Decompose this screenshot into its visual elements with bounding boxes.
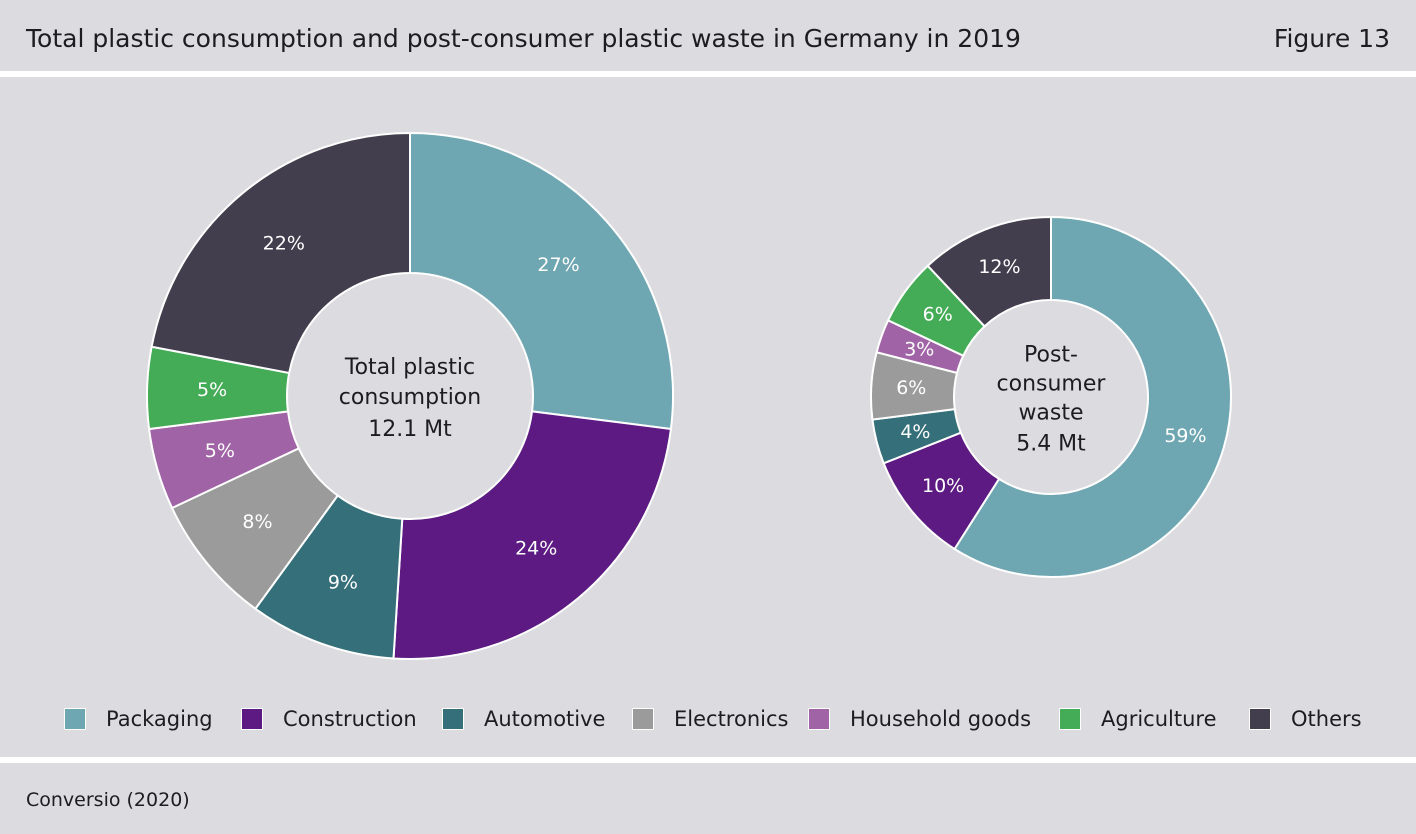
slice-packaging [409, 131, 674, 431]
legend-item-automotive: Automotive [442, 707, 605, 731]
legend-item-electronics: Electronics [632, 707, 788, 731]
legend-item-agriculture: Agriculture [1059, 707, 1217, 731]
center-label-line: Total plastic [344, 355, 475, 380]
legend-swatch [64, 708, 86, 730]
center-label-line: waste [1018, 401, 1083, 426]
center-label-line: 5.4 Mt [1016, 432, 1086, 457]
slice-others [926, 215, 1052, 328]
legend: Packaging Construction Automotive Electroni… [0, 707, 1416, 737]
donut-chart-2: 59% 10% 4% 6% 3% 6% 12% Post-consumer waste 5.4 M… [870, 215, 1232, 578]
slice-label: 3% [904, 339, 934, 361]
legend-item-household-goods: Household goods [808, 707, 1031, 731]
center-label-line: consumer [997, 372, 1107, 397]
legend-swatch [1059, 708, 1081, 730]
slice-packaging [953, 215, 1232, 578]
center-label-line: Post- [1024, 343, 1078, 368]
legend-swatch [442, 708, 464, 730]
legend-label: Electronics [674, 707, 789, 731]
header: Total plastic consumption and post-consu… [0, 0, 1416, 73]
slice-label: 8% [242, 511, 272, 533]
slice-label: 5% [205, 440, 235, 462]
legend-swatch [1249, 708, 1271, 730]
legend-label: Construction [283, 707, 417, 731]
slice-others [150, 131, 411, 375]
slice-label: 24% [515, 538, 557, 560]
slice-label: 4% [900, 421, 930, 443]
legend-swatch [241, 708, 263, 730]
slice-label: 9% [328, 571, 358, 593]
legend-item-others: Others [1249, 707, 1362, 731]
center-label-line: 12.1 Mt [368, 417, 452, 442]
center-label: Total plastic consumption 12.1 Mt [339, 355, 481, 442]
legend-label: Automotive [484, 707, 606, 731]
donut-chart-1: 27% 24% 9% 8% 5% 5% 22% Total plastic consumptio… [146, 131, 674, 660]
top-divider [0, 71, 1416, 77]
legend-swatch [632, 708, 654, 730]
slice-label: 22% [263, 232, 305, 254]
source-note: Conversio (2020) [26, 789, 190, 811]
legend-swatch [808, 708, 830, 730]
legend-label: Others [1291, 707, 1362, 731]
slice-label: 6% [923, 304, 953, 326]
chart-title: Total plastic consumption and post-consu… [26, 24, 1021, 53]
slice-label: 10% [922, 475, 964, 497]
donut-charts: 27% 24% 9% 8% 5% 5% 22% Total plastic consumptio… [146, 131, 1232, 660]
legend-label: Agriculture [1101, 707, 1217, 731]
legend-label: Packaging [106, 707, 213, 731]
legend-item-construction: Construction [241, 707, 417, 731]
center-label-line: consumption [339, 385, 481, 410]
slice-label: 12% [978, 256, 1020, 278]
slice-label: 27% [537, 254, 579, 276]
legend-item-packaging: Packaging [64, 707, 213, 731]
slice-construction [392, 410, 673, 660]
slice-label: 59% [1164, 425, 1206, 447]
center-label: Post-consumer waste 5.4 Mt [997, 343, 1107, 457]
figure-number: Figure 13 [1273, 24, 1390, 53]
legend-label: Household goods [850, 707, 1032, 731]
bottom-divider [0, 757, 1416, 763]
slice-label: 5% [197, 379, 227, 401]
slice-label: 6% [896, 377, 926, 399]
